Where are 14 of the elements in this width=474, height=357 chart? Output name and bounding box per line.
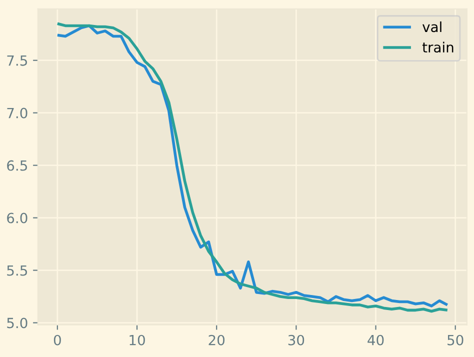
y-tick-label: 7.5	[7, 56, 27, 66]
x-tick-label: 40	[368, 334, 384, 346]
x-tick-label: 30	[288, 334, 304, 346]
x-tick-label: 50	[448, 334, 464, 346]
y-tick-label: 6.5	[7, 160, 27, 171]
x-tick-label: 20	[208, 334, 225, 346]
legend-label: train	[422, 42, 454, 53]
y-tick-label: 6.0	[7, 212, 28, 224]
y-tick-label: 5.5	[7, 265, 27, 276]
legend-label: val	[422, 21, 442, 32]
x-tick-label: 0	[54, 334, 61, 346]
y-tick-label: 7.0	[7, 108, 28, 118]
x-tick-label: 10	[130, 334, 145, 346]
y-tick-label: 5.0	[7, 318, 28, 328]
